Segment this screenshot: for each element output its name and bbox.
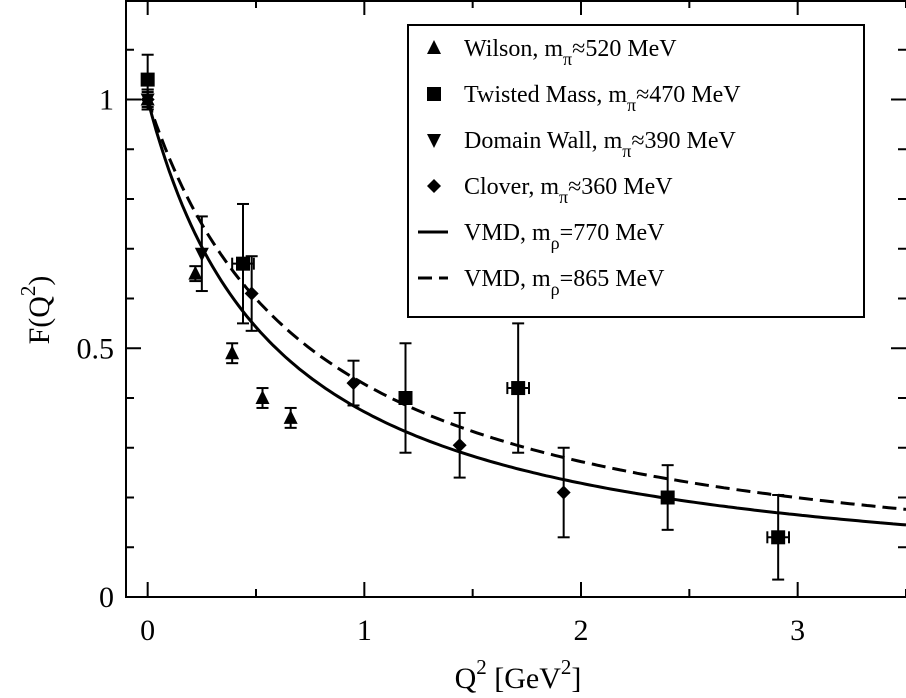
data-point-square xyxy=(511,381,526,396)
y-axis-title: F(Q2) xyxy=(16,276,56,345)
data-point-diamond xyxy=(452,438,467,453)
vmd-curve-solid xyxy=(146,99,906,527)
legend-entry: VMD, mρ=865 MeV xyxy=(418,266,665,299)
data-point-diamond xyxy=(140,92,155,107)
legend-label: VMD, mρ=865 MeV xyxy=(464,266,665,299)
data-point-square xyxy=(398,391,413,405)
data-point-triangle-down xyxy=(194,247,209,262)
legend-label: Clover, mπ≈360 MeV xyxy=(464,174,673,207)
legend-label: Wilson, mπ≈520 MeV xyxy=(464,36,677,69)
legend-symbol-triangle-up xyxy=(427,40,441,54)
legend-entry: Clover, mπ≈360 MeV xyxy=(427,174,673,207)
legend-label: VMD, mρ=770 MeV xyxy=(464,220,665,253)
legend-entry: Wilson, mπ≈520 MeV xyxy=(427,36,677,69)
legend-label: Twisted Mass, mπ≈470 MeV xyxy=(464,82,741,115)
y-tick-label: 1 xyxy=(99,84,114,117)
data-point-square xyxy=(236,256,250,271)
data-point-triangle-up xyxy=(255,390,270,404)
data-point-diamond xyxy=(346,376,361,391)
data-point-square xyxy=(140,72,155,87)
axes: 0 1 2 3 0 0.5 1 xyxy=(77,0,906,647)
data-markers xyxy=(140,72,786,545)
data-point-diamond xyxy=(244,286,259,301)
legend-entry: VMD, mρ=770 MeV xyxy=(418,220,665,253)
legend-symbol-diamond xyxy=(427,179,441,193)
data-point-square xyxy=(660,490,675,505)
legend-entry: Twisted Mass, mπ≈470 MeV xyxy=(427,82,741,115)
x-axis-title: Q2 [GeV2] xyxy=(455,655,582,695)
legend-symbol-square xyxy=(427,87,441,101)
data-point-square xyxy=(771,530,786,545)
legend-symbol-triangle-down xyxy=(427,134,441,148)
x-tick-label: 3 xyxy=(790,614,805,647)
legend-entry: Domain Wall, mπ≈390 MeV xyxy=(427,128,737,161)
legend-label: Domain Wall, mπ≈390 MeV xyxy=(464,128,737,161)
y-tick-label: 0 xyxy=(99,581,114,614)
data-point-triangle-up xyxy=(283,409,298,424)
legend-box xyxy=(407,24,865,318)
y-tick-label: 0.5 xyxy=(77,332,115,365)
data-point-triangle-up xyxy=(188,265,203,280)
x-tick-label: 0 xyxy=(140,614,155,647)
data-point-diamond xyxy=(556,485,571,500)
x-tick-label: 2 xyxy=(574,614,589,647)
legend: Wilson, mπ≈520 MeV Twisted Mass, mπ≈470 M… xyxy=(407,24,865,318)
data-point-triangle-up xyxy=(225,345,240,360)
x-tick-label: 1 xyxy=(357,614,372,647)
